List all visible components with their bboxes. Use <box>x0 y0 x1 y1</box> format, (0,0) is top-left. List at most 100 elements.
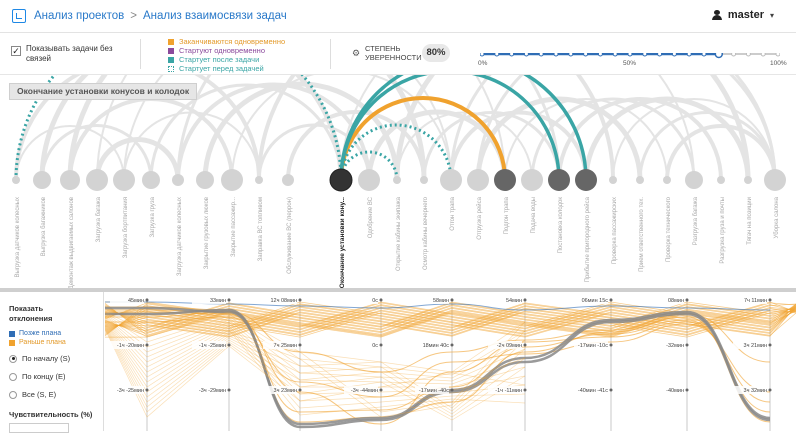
slider-step[interactable] <box>686 53 692 57</box>
sensitivity-input[interactable] <box>9 423 69 433</box>
radio-by-end[interactable]: По концу (E) <box>9 372 65 381</box>
task-node[interactable] <box>494 169 516 191</box>
task-node[interactable] <box>764 169 786 191</box>
axis-label-bg <box>110 386 144 394</box>
task-node[interactable] <box>358 169 380 191</box>
slider-step[interactable] <box>731 53 737 57</box>
slider-step[interactable] <box>627 53 633 57</box>
axis-value-label: -32мин <box>666 343 684 349</box>
task-node[interactable] <box>221 169 243 191</box>
axis-value-label: -1ч -20мин <box>117 343 144 349</box>
task-nodes <box>12 168 786 192</box>
axis-label-bg <box>415 341 449 349</box>
axis-marker <box>768 298 772 302</box>
task-node[interactable] <box>86 169 108 191</box>
deviation-line <box>105 327 526 421</box>
task-node[interactable] <box>717 176 725 184</box>
gear-icon[interactable]: ⚙ <box>352 48 361 58</box>
axis-label-bg <box>110 341 144 349</box>
slider-step[interactable] <box>553 53 559 57</box>
axis-label-bg <box>192 341 226 349</box>
task-node[interactable] <box>548 169 570 191</box>
slider-step[interactable] <box>745 53 751 57</box>
task-label: Загрузка груза <box>150 196 156 237</box>
deviation-line <box>105 313 526 379</box>
show-unlinked-label: Показывать задачи без связей <box>26 44 113 63</box>
task-node[interactable] <box>663 176 671 184</box>
task-node[interactable] <box>329 168 353 192</box>
task-node[interactable] <box>575 169 597 191</box>
slider-step[interactable] <box>597 53 603 57</box>
task-node[interactable] <box>282 174 294 186</box>
task-label: Прием ответственного тех. <box>639 197 645 272</box>
app-logo-icon[interactable] <box>12 9 26 23</box>
axis-marker <box>685 298 689 302</box>
axis-label-bg <box>488 341 522 349</box>
slider-handle[interactable] <box>714 53 724 59</box>
task-node[interactable] <box>685 171 703 189</box>
confidence-value-badge: 80% <box>422 44 450 62</box>
highlighted-link-arc[interactable] <box>339 75 588 181</box>
task-node[interactable] <box>12 176 20 184</box>
task-node[interactable] <box>255 176 263 184</box>
slider-step[interactable] <box>523 53 529 57</box>
task-label: Проверка технического <box>666 196 672 262</box>
slider-step[interactable] <box>671 53 677 57</box>
radio-dot[interactable] <box>9 372 17 381</box>
radio-all[interactable]: Все (S, E) <box>9 390 56 399</box>
deviation-line <box>105 304 796 332</box>
axis-marker <box>523 298 527 302</box>
task-node[interactable] <box>420 176 428 184</box>
breadcrumb-root[interactable]: Анализ проектов <box>34 10 125 22</box>
task-node[interactable] <box>60 170 80 190</box>
radio-dot[interactable] <box>9 354 17 363</box>
task-node[interactable] <box>440 169 462 191</box>
confidence-slider[interactable] <box>480 53 780 69</box>
task-node[interactable] <box>521 169 543 191</box>
radio-dot[interactable] <box>9 390 17 399</box>
slider-step[interactable] <box>583 53 589 57</box>
axis-value-label: 54мин <box>506 298 522 304</box>
slider-step[interactable] <box>480 53 485 57</box>
legend-item-start-together: Стартуют одновременно <box>168 46 285 55</box>
deviation-line <box>105 326 526 418</box>
slider-step[interactable] <box>642 53 648 57</box>
slider-step[interactable] <box>760 53 766 57</box>
show-unlinked-checkbox[interactable]: ✓ <box>11 46 21 56</box>
slider-step[interactable] <box>701 53 707 57</box>
task-node[interactable] <box>196 171 214 189</box>
task-node[interactable] <box>744 176 752 184</box>
deviation-line <box>105 312 526 376</box>
task-node[interactable] <box>467 169 489 191</box>
task-node[interactable] <box>142 171 160 189</box>
link-type-legend: Заканчиваются одновременно Стартуют одно… <box>168 37 285 73</box>
task-node[interactable] <box>393 176 401 184</box>
slider-step[interactable] <box>568 53 574 57</box>
axis-value-label: 58мин <box>433 298 449 304</box>
task-node[interactable] <box>113 169 135 191</box>
task-node[interactable] <box>609 176 617 184</box>
highlighted-arcs <box>14 75 588 181</box>
slider-step[interactable] <box>538 53 544 57</box>
highlighted-link-arc[interactable] <box>339 96 507 181</box>
selected-task-button[interactable]: Окончание установки конусов и колодок <box>9 83 198 100</box>
slider-step[interactable] <box>657 53 663 57</box>
task-node[interactable] <box>172 174 184 186</box>
link-arc <box>504 98 668 181</box>
panel-splitter[interactable] <box>0 288 796 292</box>
highlighted-link-arc[interactable] <box>339 123 453 181</box>
user-menu[interactable]: master ▾ <box>711 9 774 21</box>
slider-step[interactable] <box>494 53 500 57</box>
axis-value-label: -40мин -41с <box>578 388 608 394</box>
task-node[interactable] <box>636 176 644 184</box>
slider-step[interactable] <box>775 53 780 57</box>
task-node[interactable] <box>33 171 51 189</box>
legend-swatch <box>9 330 15 337</box>
axis-label-bg <box>574 296 608 304</box>
chart-labels: 45мин 33мин 12ч 08мин 0с 58мин 54мин 06мин 15с… <box>110 296 772 394</box>
radio-by-start[interactable]: По началу (S) <box>9 354 70 363</box>
breadcrumb-current[interactable]: Анализ взаимосвязи задач <box>142 10 287 22</box>
task-label: Обслуживание ВС (перрон) <box>287 197 293 274</box>
slider-step[interactable] <box>612 53 618 57</box>
slider-step[interactable] <box>509 53 515 57</box>
